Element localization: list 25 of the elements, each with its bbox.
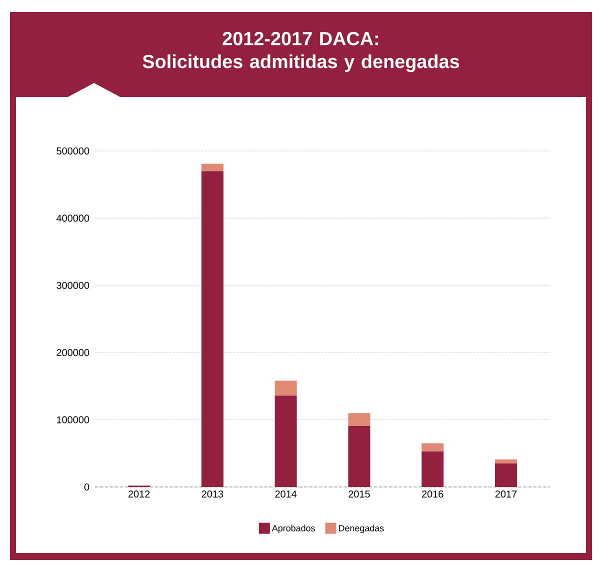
bar (274, 380, 297, 396)
x-tick-label: 2013 (202, 490, 224, 498)
bar (348, 426, 370, 487)
y-tick-label: 200000 (56, 349, 90, 356)
x-tick-label: 2015 (348, 490, 370, 498)
bar (201, 164, 224, 172)
legend-label: Denegadas (338, 524, 384, 534)
legend-label: Aprobados (272, 524, 315, 534)
x-tick-label: 2016 (422, 490, 444, 498)
chart-title: 2012-2017 DACA: Solicitudes admitidas y denegadas (142, 32, 460, 72)
y-tick-label: 400000 (56, 214, 90, 222)
x-tick-label: 2014 (275, 490, 297, 498)
bar (422, 451, 444, 487)
bar (494, 459, 517, 464)
x-tick-label: 2017 (495, 490, 517, 498)
bar (201, 171, 224, 487)
y-tick-label: 300000 (56, 282, 90, 289)
y-tick-label: 500000 (56, 147, 90, 155)
bar (494, 463, 517, 487)
x-tick-label: 2012 (128, 490, 150, 498)
bar (274, 396, 297, 487)
bar (348, 413, 370, 426)
y-tick-label: 0 (84, 483, 90, 491)
y-tick-label: 100000 (57, 416, 90, 424)
bar (422, 443, 444, 452)
